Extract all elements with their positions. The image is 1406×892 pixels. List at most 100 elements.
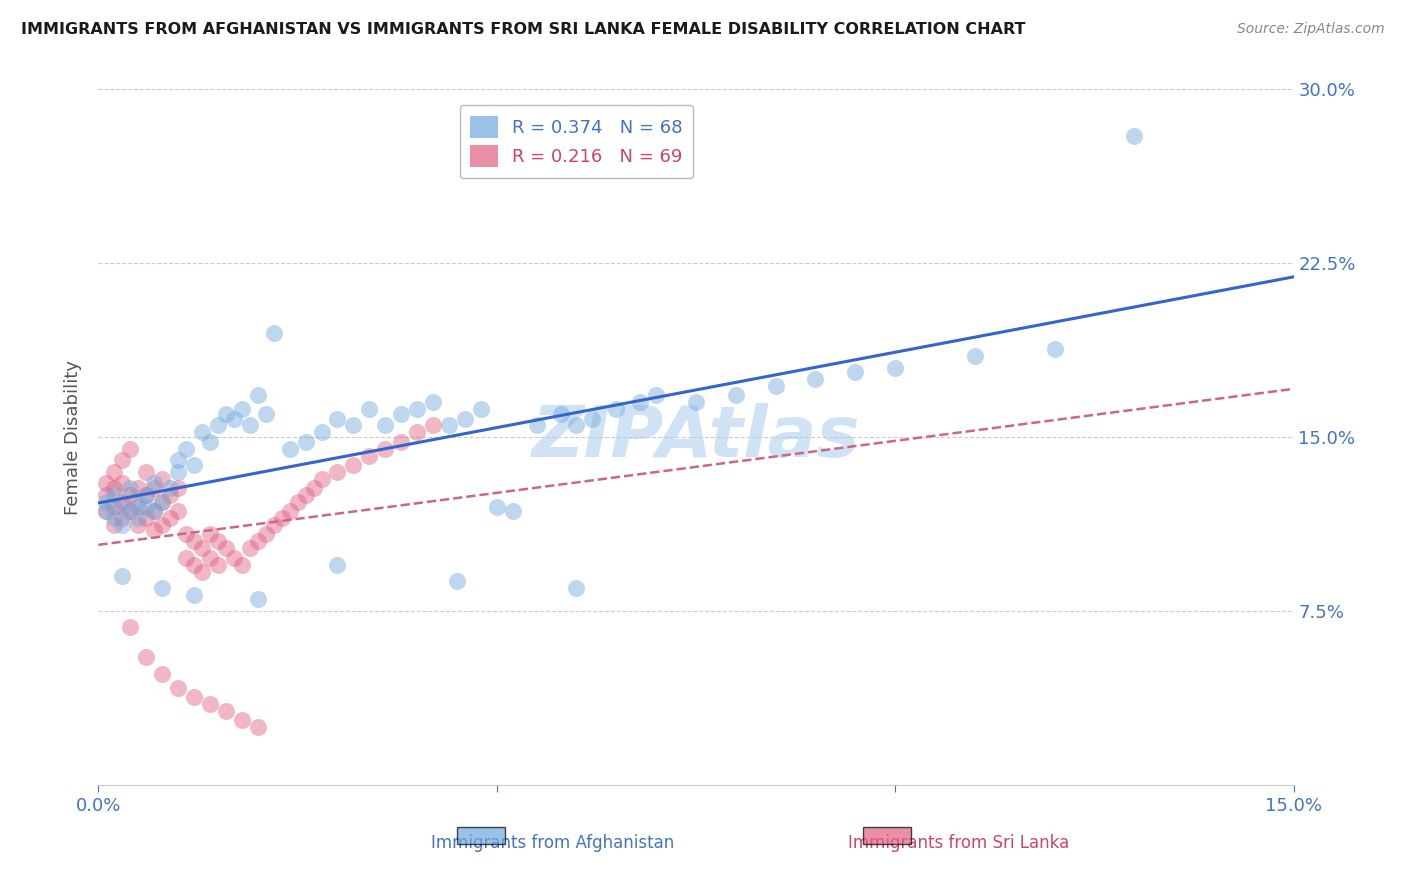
Point [120, 504, 142, 518]
Point [342, 458, 364, 472]
Point [103, 518, 125, 533]
Point [120, 442, 142, 456]
Point [446, 574, 468, 588]
Point [685, 395, 707, 409]
Point [103, 511, 125, 525]
Text: IMMIGRANTS FROM AFGHANISTAN VS IMMIGRANTS FROM SRI LANKA FEMALE DISABILITY CORRE: IMMIGRANTS FROM AFGHANISTAN VS IMMIGRANT… [21, 22, 1025, 37]
Point [96, 476, 118, 491]
Point [215, 541, 238, 556]
Point [183, 690, 205, 704]
Point [246, 592, 269, 607]
Point [167, 465, 190, 479]
Point [215, 704, 238, 718]
Point [167, 681, 190, 695]
Point [96, 488, 118, 502]
FancyBboxPatch shape [863, 827, 911, 844]
Point [120, 620, 142, 634]
Point [174, 550, 197, 565]
Point [263, 326, 285, 340]
Point [135, 488, 157, 502]
Point [406, 425, 429, 440]
Point [326, 465, 349, 479]
Text: ZIPAtlas: ZIPAtlas [531, 402, 860, 472]
Point [502, 504, 524, 518]
Point [550, 407, 572, 421]
Point [207, 534, 229, 549]
Point [135, 488, 157, 502]
Point [1043, 342, 1066, 356]
Point [804, 372, 827, 386]
Point [174, 527, 197, 541]
Point [174, 442, 197, 456]
Point [526, 418, 548, 433]
Point [96, 495, 118, 509]
Point [191, 565, 214, 579]
Point [191, 541, 214, 556]
Point [207, 558, 229, 572]
Point [645, 388, 668, 402]
Point [311, 472, 333, 486]
Point [270, 511, 292, 525]
Point [454, 411, 477, 425]
Point [198, 434, 221, 449]
Point [127, 511, 149, 525]
Legend: R = 0.374   N = 68, R = 0.216   N = 69: R = 0.374 N = 68, R = 0.216 N = 69 [460, 105, 693, 178]
Point [183, 534, 205, 549]
Point [246, 720, 269, 734]
Point [198, 550, 221, 565]
Point [127, 518, 149, 533]
Point [167, 504, 190, 518]
Point [183, 458, 205, 472]
Point [159, 481, 181, 495]
Point [120, 488, 142, 502]
Point [231, 713, 253, 727]
Point [120, 481, 142, 495]
Point [111, 511, 134, 525]
Point [287, 495, 309, 509]
Point [183, 558, 205, 572]
Point [111, 476, 134, 491]
Point [150, 495, 173, 509]
Point [135, 465, 157, 479]
Point [111, 453, 134, 467]
Point [884, 360, 907, 375]
Point [127, 500, 149, 514]
Point [150, 518, 173, 533]
Point [302, 481, 325, 495]
Point [239, 418, 262, 433]
Point [254, 527, 277, 541]
Point [565, 581, 588, 595]
Point [231, 558, 253, 572]
Point [198, 527, 221, 541]
Point [294, 434, 316, 449]
Point [326, 411, 349, 425]
Point [167, 481, 190, 495]
Point [143, 504, 166, 518]
Point [96, 504, 118, 518]
Point [765, 379, 787, 393]
Point [263, 518, 285, 533]
Point [127, 495, 149, 509]
Point [278, 504, 301, 518]
Point [1123, 128, 1146, 143]
Point [239, 541, 262, 556]
Point [278, 442, 301, 456]
Point [605, 402, 627, 417]
Point [342, 418, 364, 433]
Text: Source: ZipAtlas.com: Source: ZipAtlas.com [1237, 22, 1385, 37]
Point [406, 402, 429, 417]
Point [103, 465, 125, 479]
Point [485, 500, 508, 514]
Point [135, 500, 157, 514]
Point [628, 395, 651, 409]
Point [222, 550, 245, 565]
Point [470, 402, 492, 417]
Point [326, 558, 349, 572]
Point [150, 581, 173, 595]
Point [389, 407, 412, 421]
Point [183, 588, 205, 602]
Point [422, 418, 444, 433]
Point [246, 388, 269, 402]
Text: Immigrants from Afghanistan: Immigrants from Afghanistan [430, 834, 675, 852]
Point [103, 500, 125, 514]
